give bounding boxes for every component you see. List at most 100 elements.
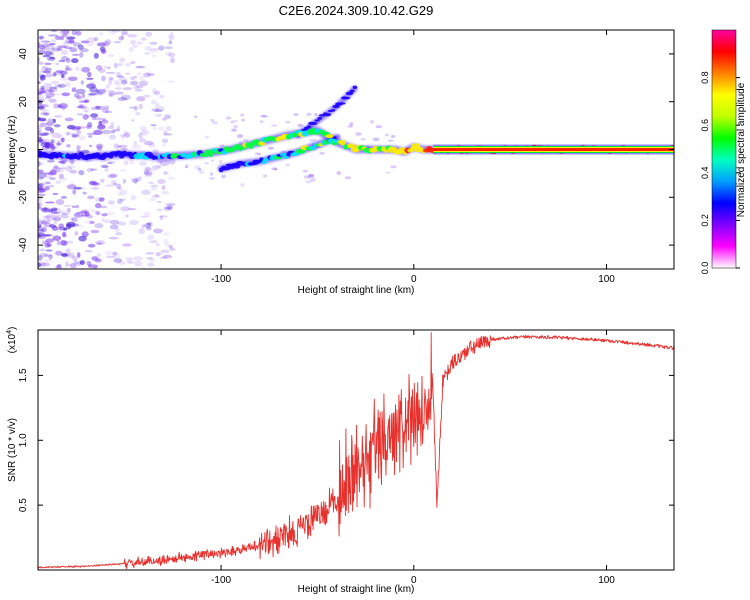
noise-speckle — [71, 87, 77, 93]
noise-speckle — [107, 30, 112, 33]
noise-speckle — [122, 178, 126, 184]
noise-speckle — [121, 30, 128, 35]
spectrogram-image — [38, 30, 674, 269]
noise-speckle — [39, 36, 45, 39]
snr-panel: -100 0 100 0.5 1.0 1.5 Height of straight li… — [6, 327, 675, 595]
noise-speckle — [146, 226, 152, 231]
x-tick-label: 100 — [598, 575, 615, 586]
noise-speckle — [120, 206, 130, 212]
noise-speckle — [48, 98, 57, 103]
colorbar-tick-label: 0.6 — [700, 119, 710, 132]
noise-speckle — [39, 104, 49, 108]
noise-speckle — [112, 251, 118, 256]
noise-speckle — [108, 94, 113, 97]
x-tick-label: 0 — [411, 274, 417, 285]
noise-speckle — [384, 171, 391, 174]
noise-speckle — [46, 243, 52, 248]
noise-speckle — [52, 235, 62, 241]
noise-speckle — [86, 37, 97, 43]
noise-speckle — [55, 167, 64, 173]
noise-speckle — [137, 72, 141, 76]
noise-speckle — [64, 67, 73, 72]
noise-speckle — [132, 45, 139, 48]
noise-speckle — [66, 132, 70, 136]
noise-speckle — [87, 264, 98, 269]
noise-speckle — [169, 32, 174, 35]
noise-speckle — [166, 80, 176, 83]
noise-speckle — [135, 84, 144, 89]
noise-speckle — [38, 160, 41, 167]
noise-speckle — [61, 30, 70, 34]
noise-speckle — [69, 60, 77, 63]
noise-speckle — [144, 52, 150, 55]
noise-speckle — [219, 159, 223, 164]
noise-speckle — [76, 145, 81, 151]
noise-speckle — [38, 232, 45, 237]
noise-speckle — [90, 168, 98, 171]
noise-speckle — [90, 229, 100, 234]
noise-speckle — [88, 92, 97, 96]
noise-speckle — [87, 94, 92, 98]
noise-speckle — [100, 217, 105, 222]
snr-plot-area — [38, 332, 674, 570]
noise-speckle — [167, 176, 175, 181]
noise-speckle — [95, 105, 101, 109]
noise-speckle — [38, 136, 42, 139]
noise-speckle — [49, 56, 55, 60]
noise-speckle — [38, 234, 46, 239]
noise-speckle — [39, 227, 43, 231]
noise-speckle — [89, 220, 95, 225]
noise-speckle — [110, 121, 115, 128]
noise-speckle — [107, 200, 115, 205]
noise-speckle — [131, 144, 142, 149]
ridge-main-mark — [325, 134, 334, 139]
noise-speckle — [205, 135, 210, 139]
noise-speckle — [145, 256, 154, 260]
noise-speckle — [95, 65, 103, 71]
noise-speckle — [41, 122, 45, 128]
noise-speckle — [144, 45, 152, 51]
noise-speckle — [108, 92, 118, 95]
noise-speckle — [154, 194, 159, 197]
noise-speckle — [163, 172, 170, 176]
noise-speckle — [40, 188, 49, 193]
noise-speckle — [53, 216, 62, 222]
noise-speckle — [138, 176, 142, 180]
noise-speckle — [44, 142, 49, 147]
spectrogram-panel: -100 0 100 -40 -20 0 20 40 Height of straight … — [7, 29, 675, 296]
noise-speckle — [161, 185, 166, 191]
noise-speckle — [115, 71, 122, 78]
noise-speckle — [63, 227, 68, 231]
noise-speckle — [94, 36, 99, 42]
noise-speckle — [163, 207, 172, 212]
noise-speckle — [85, 124, 92, 130]
noise-speckle — [45, 44, 55, 49]
noise-speckle — [96, 42, 107, 47]
noise-speckle — [168, 40, 173, 45]
noise-speckle — [75, 88, 86, 95]
noise-speckle — [344, 176, 352, 180]
noise-speckle — [42, 48, 52, 51]
noise-speckle — [38, 223, 42, 229]
noise-speckle — [66, 263, 72, 267]
noise-speckle — [125, 62, 130, 67]
noise-speckle — [38, 217, 42, 222]
noise-speckle — [58, 223, 64, 229]
colorbar-tick-label: 0.4 — [700, 167, 710, 180]
noise-speckle — [78, 103, 84, 108]
noise-speckle — [159, 249, 164, 255]
noise-speckle — [40, 112, 49, 116]
noise-speckle — [193, 115, 198, 118]
snr-scale-label: (x104) — [6, 327, 18, 354]
band-core — [433, 148, 674, 151]
noise-speckle — [61, 92, 71, 97]
noise-speckle — [66, 57, 71, 63]
noise-speckle — [103, 219, 112, 224]
noise-speckle — [241, 118, 245, 122]
noise-speckle — [123, 130, 128, 135]
noise-speckle — [125, 214, 129, 218]
noise-speckle — [140, 37, 147, 41]
snr-x-label: Height of straight line (km) — [298, 584, 415, 595]
noise-speckle — [66, 36, 76, 40]
noise-speckle — [38, 193, 46, 197]
